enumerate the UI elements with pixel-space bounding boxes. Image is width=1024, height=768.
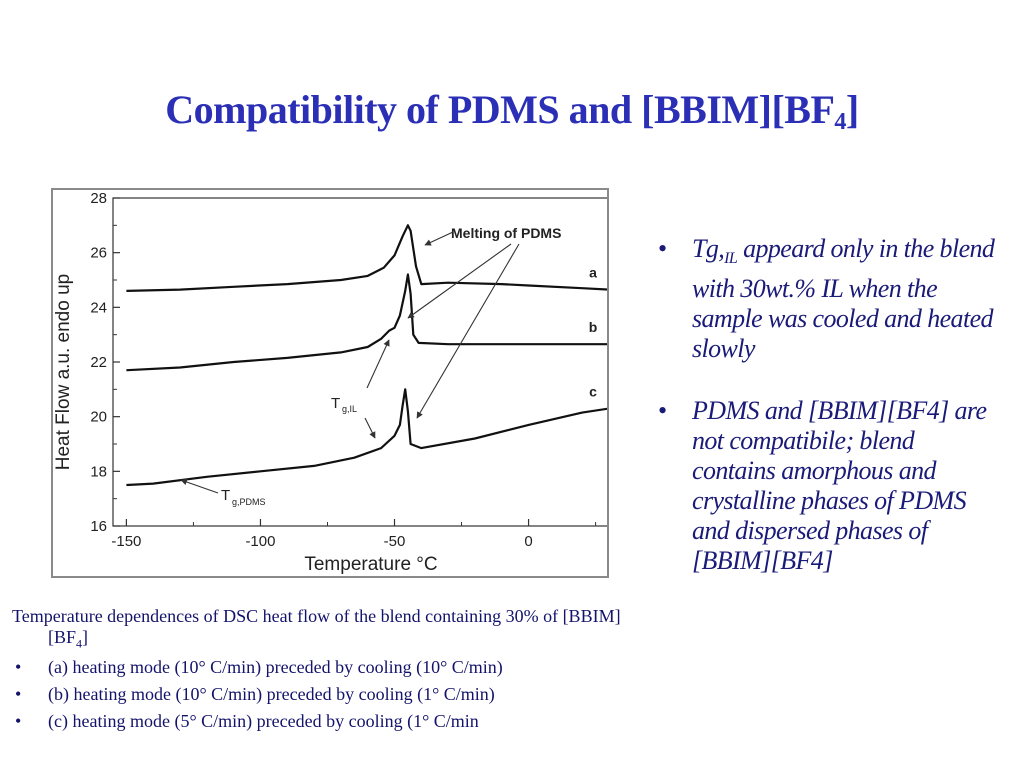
caption-text: Temperature dependences of DSC heat flow…	[12, 606, 652, 655]
tg-pdms-arrow	[180, 478, 219, 494]
tg-il-subscript: g,IL	[342, 404, 357, 414]
y-tick-label: 16	[90, 518, 107, 535]
melting-arrow-c	[416, 243, 520, 419]
slide-title: Compatibility of PDMS and [BBIM][BF4]	[0, 86, 1024, 136]
bullet-list: Tg,IL appeard only in the blend with 30w…	[656, 234, 996, 608]
x-axis-label: Temperature °C	[304, 554, 437, 575]
title-end: ]	[845, 87, 859, 132]
x-tick-label: -150	[111, 533, 141, 550]
caption-end: ]	[82, 627, 89, 647]
title-main: Compatibility of PDMS and [BBIM][BF	[165, 87, 835, 132]
tg-pdms-label: T	[221, 487, 230, 504]
bullet-tg-il: Tg,IL appeard only in the blend with 30w…	[656, 234, 996, 364]
series-label-c: c	[589, 383, 597, 399]
melting-annotation: Melting of PDMS	[451, 225, 561, 241]
tg-il-arrow-b	[366, 339, 390, 389]
title-subscript: 4	[834, 109, 846, 135]
bullet-1-subscript: IL	[724, 250, 738, 268]
series-label-a: a	[589, 265, 597, 281]
series-line-a	[126, 224, 607, 292]
tg-pdms-subscript: g,PDMS	[232, 497, 266, 507]
y-tick-label: 24	[90, 299, 107, 316]
y-tick-label: 22	[90, 354, 107, 371]
melting-arrow-b	[407, 243, 512, 319]
tg-il-label: T	[331, 395, 340, 412]
figure-caption: Temperature dependences of DSC heat flow…	[12, 606, 652, 738]
plot-area	[112, 197, 607, 527]
dsc-chart: 16 18 20 22 24 26 28 -150 -100 -50 0 Temperature °C…	[51, 188, 609, 578]
x-tick-label: -100	[245, 533, 275, 550]
x-tick-label: -50	[384, 533, 406, 550]
caption-item-b: (b) heating mode (10° C/min) preceded by…	[12, 684, 652, 705]
caption-line: Temperature dependences of DSC heat flow…	[12, 606, 621, 647]
x-tick-label: 0	[524, 533, 532, 550]
tg-il-arrow-c	[364, 417, 376, 439]
bullet-1-start: Tg,	[692, 234, 725, 263]
caption-item-a: (a) heating mode (10° C/min) preceded by…	[12, 657, 652, 678]
caption-subscript: 4	[76, 636, 83, 651]
y-tick-label: 20	[90, 409, 107, 426]
melting-arrow-a	[424, 231, 454, 246]
bullet-compatibility: PDMS and [BBIM][BF4] are not compatibile…	[656, 396, 996, 576]
bullet-1-text: appeard only in the blend with 30wt.% IL…	[692, 234, 995, 364]
caption-item-c: (c) heating mode (5° C/min) preceded by …	[12, 711, 652, 732]
caption-list: (a) heating mode (10° C/min) preceded by…	[12, 657, 652, 732]
y-axis-label: Heat Flow a.u. endo up	[53, 274, 74, 470]
series-line-c	[126, 388, 607, 487]
y-tick-label: 18	[90, 463, 107, 480]
dsc-chart-svg: 16 18 20 22 24 26 28 -150 -100 -50 0 Temperature °C…	[53, 190, 607, 575]
series-label-b: b	[589, 319, 598, 335]
series-line-b	[126, 273, 607, 372]
y-tick-label: 28	[90, 190, 107, 207]
y-tick-label: 26	[90, 245, 107, 262]
